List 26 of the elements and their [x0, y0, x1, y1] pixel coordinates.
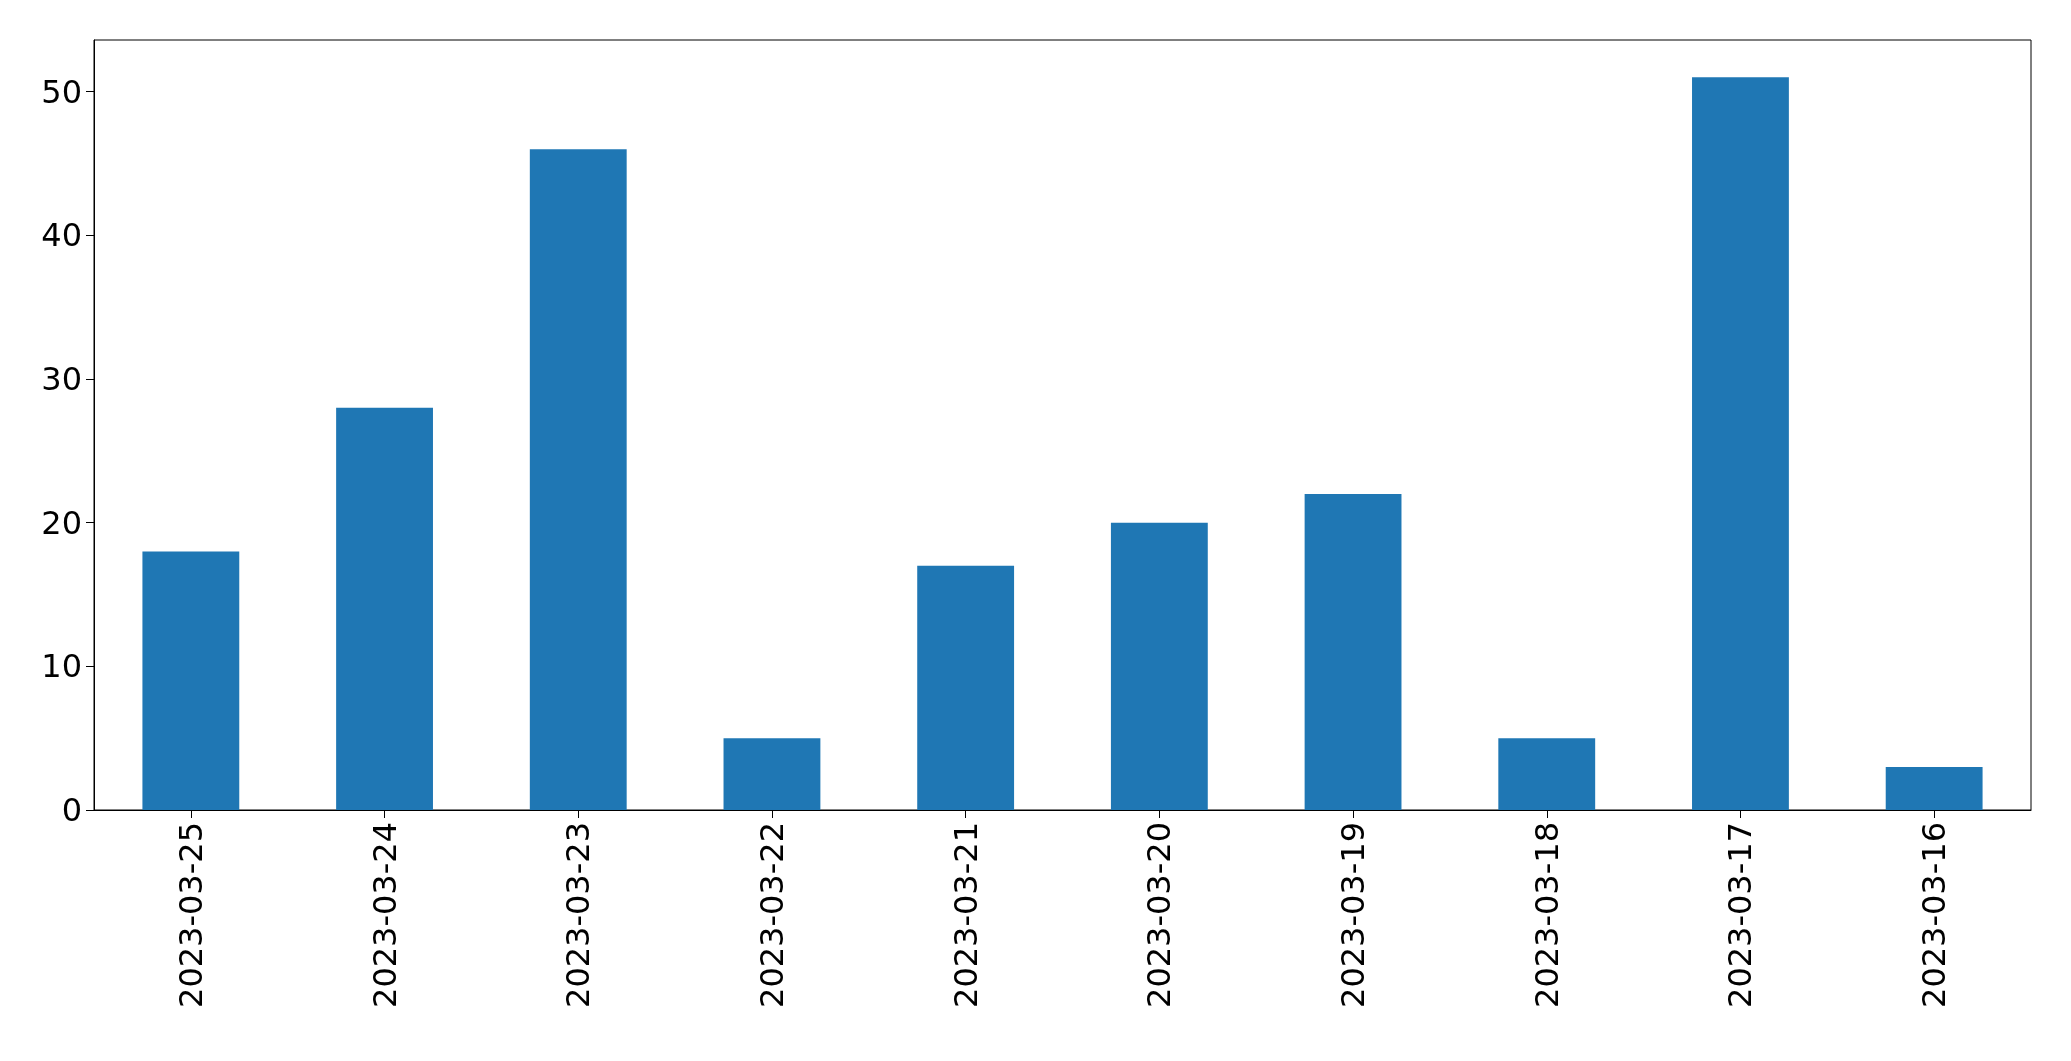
y-tick-label: 50 — [41, 72, 82, 111]
y-tick-label: 30 — [41, 360, 82, 399]
bar — [1885, 766, 1983, 810]
x-tick-label: 2023-03-20 — [1140, 822, 1179, 1008]
x-tick-label: 2023-03-21 — [946, 822, 985, 1008]
y-tick-label: 20 — [41, 503, 82, 542]
y-tick-label: 10 — [41, 647, 82, 686]
x-tick-label: 2023-03-23 — [559, 822, 598, 1008]
x-tick-label: 2023-03-17 — [1721, 822, 1760, 1008]
bar — [723, 738, 821, 810]
bar — [917, 565, 1015, 810]
bar — [1110, 522, 1208, 810]
bar — [529, 149, 627, 810]
x-tick-label: 2023-03-22 — [752, 822, 791, 1008]
y-tick-label: 0 — [61, 791, 82, 829]
bar — [1498, 738, 1596, 810]
x-tick-label: 2023-03-24 — [365, 822, 404, 1008]
bar — [1304, 493, 1402, 810]
bar — [1692, 77, 1789, 810]
x-tick-label: 2023-03-25 — [171, 822, 210, 1008]
bar — [142, 551, 240, 810]
x-tick-label: 2023-03-18 — [1527, 822, 1566, 1008]
bar — [336, 407, 433, 810]
y-tick-label: 40 — [41, 216, 82, 255]
x-tick-label: 2023-03-16 — [1915, 822, 1954, 1008]
x-tick-label: 2023-03-19 — [1334, 822, 1373, 1008]
